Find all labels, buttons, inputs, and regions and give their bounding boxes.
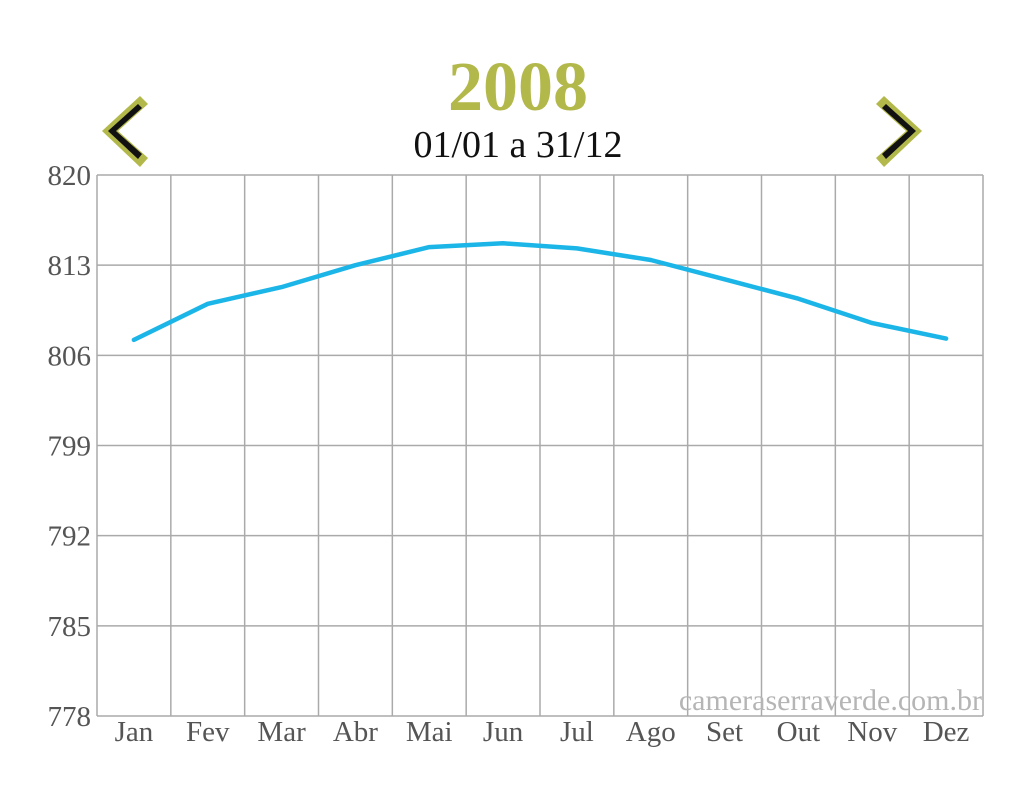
x-tick-label: Fev [186,716,230,748]
y-tick-label: 806 [48,340,92,372]
y-tick-label: 799 [48,431,92,463]
chart-subtitle: 01/01 a 31/12 [414,124,623,166]
x-tick-label: Mai [406,716,453,748]
x-tick-label: Dez [923,716,970,748]
chart-title: 2008 [448,49,588,126]
y-tick-label: 778 [48,701,92,733]
y-tick-label: 792 [48,521,92,553]
next-button[interactable] [876,96,922,167]
x-tick-label: Out [777,716,821,748]
x-tick-label: Mar [257,716,306,748]
y-tick-label: 813 [48,250,92,282]
x-tick-label: Set [706,716,743,748]
previous-button[interactable] [102,96,148,167]
x-tick-label: Jan [115,716,154,748]
x-tick-label: Ago [626,716,676,748]
x-tick-label: Nov [847,716,897,748]
data-line [131,241,949,343]
y-tick-label: 785 [48,611,92,643]
watermark: cameraserraverde.com.br [679,684,982,717]
x-tick-label: Jun [483,716,524,748]
x-tick-label: Jul [560,716,594,748]
x-tick-label: Abr [333,716,378,748]
y-tick-label: 820 [48,160,92,192]
